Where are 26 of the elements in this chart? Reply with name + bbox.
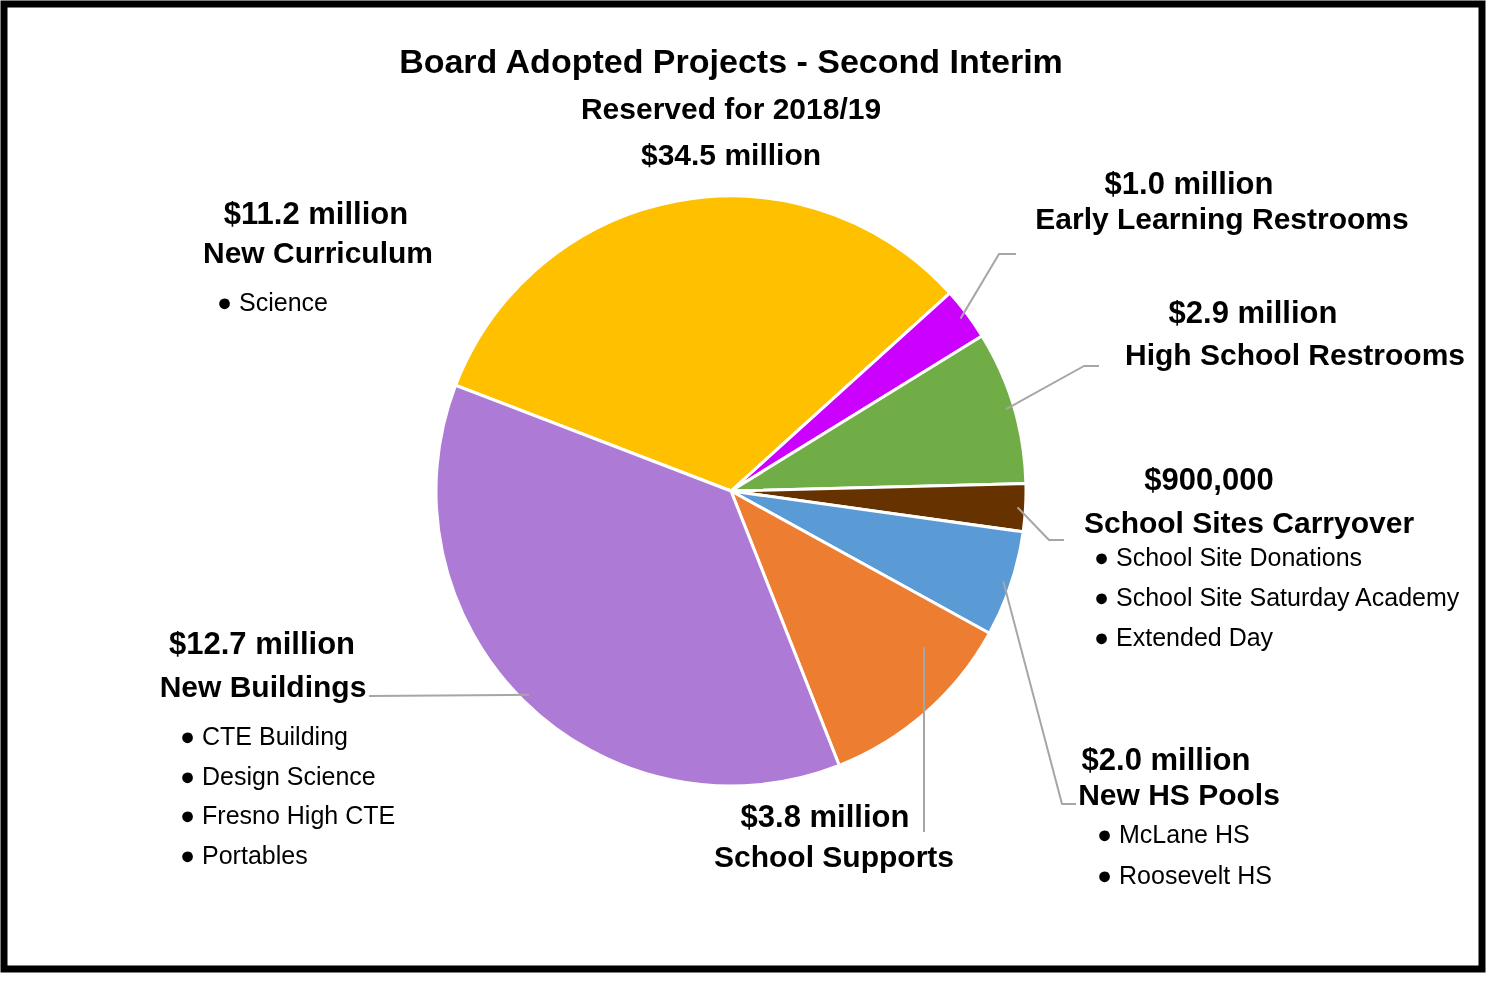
data-label: $2.0 million [1081, 742, 1251, 777]
slice-label: School Supports [714, 840, 954, 873]
slice-label: Early Learning Restrooms [1035, 202, 1409, 235]
slice-label: High School Restrooms [1124, 338, 1466, 371]
text: ● Portables [180, 841, 308, 869]
text: ● School Site Saturday Academy [1094, 583, 1460, 611]
chart-subtitle: Reserved for 2018/19 $34.5 million [580, 92, 882, 171]
data-label: $1.0 million [1104, 166, 1274, 201]
text: ● Roosevelt HS [1097, 861, 1272, 889]
data-label: $2.9 million [1168, 295, 1338, 330]
slice-label: New HS Pools [1078, 778, 1280, 811]
text: ● Design Science [180, 762, 376, 790]
slice-label: New Curriculum [202, 236, 434, 269]
chart-title: Board Adopted Projects - Second Interim [399, 42, 1063, 80]
data-label: $3.8 million [740, 799, 910, 834]
slice-label: School Sites Carryover [1083, 506, 1415, 539]
text: ● Science [217, 288, 328, 316]
text: ● Extended Day [1094, 623, 1274, 651]
data-label: $11.2 million [223, 196, 409, 231]
text: ● McLane HS [1097, 820, 1250, 848]
text: ● School Site Donations [1094, 543, 1363, 571]
data-label: $900,000 [1144, 462, 1274, 497]
data-label: $12.7 million [168, 626, 356, 661]
text: ● CTE Building [180, 722, 348, 750]
text: ● Fresno High CTE [180, 801, 396, 829]
slice-label: New Buildings [159, 670, 367, 703]
